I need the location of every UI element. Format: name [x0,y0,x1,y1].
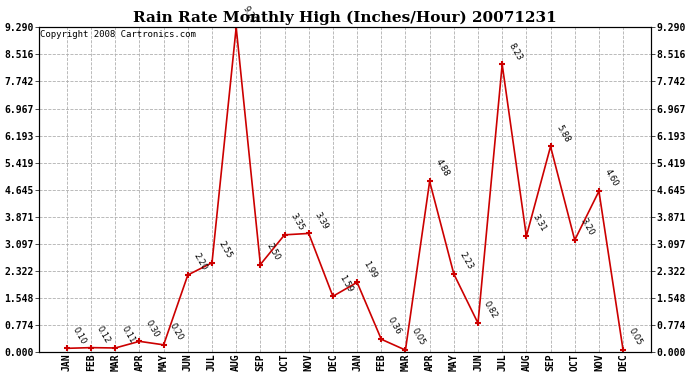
Title: Rain Rate Monthly High (Inches/Hour) 20071231: Rain Rate Monthly High (Inches/Hour) 200… [133,10,557,24]
Text: 9.29: 9.29 [240,4,257,25]
Text: 3.20: 3.20 [579,217,596,237]
Text: 0.05: 0.05 [627,327,644,347]
Text: 0.20: 0.20 [168,322,185,342]
Text: 4.60: 4.60 [603,168,620,188]
Text: 1.59: 1.59 [337,273,354,294]
Text: 8.23: 8.23 [506,41,524,62]
Text: 3.35: 3.35 [288,211,306,232]
Text: 0.30: 0.30 [144,318,161,339]
Text: 0.05: 0.05 [410,327,426,347]
Text: 0.11: 0.11 [119,325,137,345]
Text: 2.20: 2.20 [192,252,209,272]
Text: 2.23: 2.23 [458,251,475,271]
Text: 3.31: 3.31 [531,213,548,234]
Text: 0.10: 0.10 [71,325,88,345]
Text: 0.82: 0.82 [482,300,499,320]
Text: 3.39: 3.39 [313,210,330,231]
Text: 5.88: 5.88 [555,123,572,144]
Text: 0.36: 0.36 [386,316,402,336]
Text: 2.55: 2.55 [216,240,233,260]
Text: 4.88: 4.88 [434,158,451,178]
Text: 0.12: 0.12 [95,324,112,345]
Text: Copyright 2008 Cartronics.com: Copyright 2008 Cartronics.com [40,30,196,39]
Text: 2.50: 2.50 [264,242,282,262]
Text: 1.99: 1.99 [362,259,378,279]
